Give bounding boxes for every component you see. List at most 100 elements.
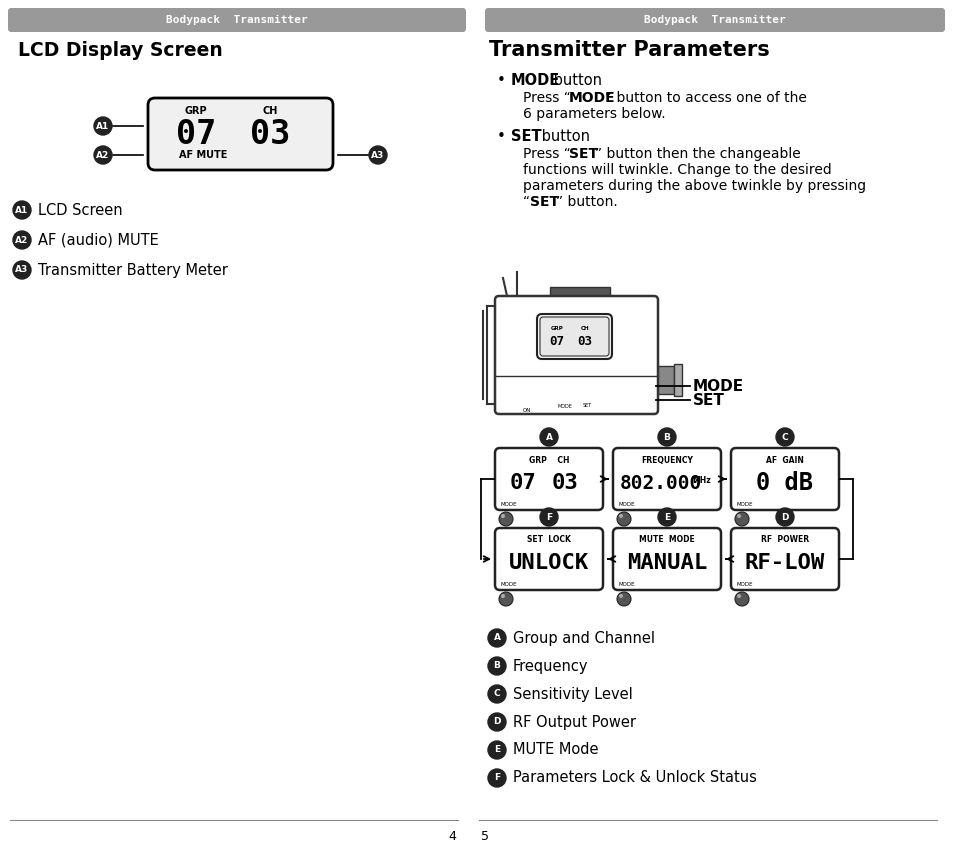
Circle shape — [498, 592, 513, 606]
Text: GRP    CH: GRP CH — [528, 456, 569, 464]
Text: AF (audio) MUTE: AF (audio) MUTE — [38, 233, 158, 248]
FancyBboxPatch shape — [495, 296, 658, 414]
Text: Press “: Press “ — [522, 147, 570, 161]
Text: LCD Screen: LCD Screen — [38, 203, 123, 217]
Text: A: A — [545, 432, 552, 441]
Text: D: D — [493, 717, 500, 727]
Bar — [673, 364, 681, 396]
Text: MODE: MODE — [511, 72, 559, 87]
Text: UNLOCK: UNLOCK — [508, 553, 589, 573]
Text: FREQUENCY: FREQUENCY — [640, 456, 692, 464]
Circle shape — [734, 592, 748, 606]
Text: A2: A2 — [15, 235, 29, 245]
Text: SET: SET — [692, 392, 724, 408]
Circle shape — [498, 512, 513, 526]
Text: B: B — [493, 661, 500, 671]
Text: LCD Display Screen: LCD Display Screen — [18, 41, 222, 59]
Bar — [495, 376, 658, 414]
Circle shape — [617, 592, 630, 606]
Text: parameters during the above twinkle by pressing: parameters during the above twinkle by p… — [522, 179, 865, 193]
Text: F: F — [545, 513, 552, 521]
Circle shape — [558, 387, 572, 401]
Bar — [305, 149, 314, 158]
Bar — [582, 499, 587, 506]
Circle shape — [488, 629, 505, 647]
Text: A1: A1 — [15, 205, 29, 215]
Text: 03: 03 — [250, 117, 290, 150]
Circle shape — [500, 594, 504, 598]
Text: MHz: MHz — [691, 475, 710, 485]
Bar — [706, 579, 711, 586]
Text: A2: A2 — [96, 150, 110, 160]
Text: 03: 03 — [551, 473, 578, 493]
Text: MODE: MODE — [737, 582, 753, 587]
FancyBboxPatch shape — [537, 314, 612, 359]
Text: MODE: MODE — [618, 582, 635, 587]
Text: Frequency: Frequency — [513, 659, 588, 673]
Text: MUTE Mode: MUTE Mode — [513, 743, 598, 757]
Text: button: button — [548, 72, 601, 87]
Text: E: E — [663, 513, 669, 521]
Text: C: C — [781, 432, 787, 441]
Text: D: D — [781, 513, 788, 521]
Text: RF-LOW: RF-LOW — [744, 553, 824, 573]
Text: SET: SET — [568, 147, 598, 161]
Circle shape — [775, 508, 793, 526]
Text: MODE: MODE — [692, 379, 743, 393]
Text: SET: SET — [511, 128, 541, 143]
FancyBboxPatch shape — [613, 448, 720, 510]
Circle shape — [734, 512, 748, 526]
Text: ” button to access one of the: ” button to access one of the — [604, 91, 806, 105]
Bar — [261, 149, 270, 158]
FancyBboxPatch shape — [484, 8, 944, 32]
Text: •: • — [497, 128, 505, 143]
Text: 07: 07 — [175, 117, 216, 150]
Text: MODE: MODE — [618, 502, 635, 507]
Bar — [824, 499, 829, 506]
Circle shape — [539, 508, 558, 526]
Text: CH: CH — [580, 325, 589, 330]
Bar — [816, 500, 834, 505]
Text: ” button.: ” button. — [556, 195, 618, 209]
Text: MANUAL: MANUAL — [626, 553, 706, 573]
Text: ” button then the changeable: ” button then the changeable — [595, 147, 800, 161]
Text: MODE: MODE — [500, 582, 517, 587]
Circle shape — [737, 594, 740, 598]
Circle shape — [13, 231, 30, 249]
Circle shape — [94, 146, 112, 164]
Circle shape — [737, 514, 740, 518]
Text: •: • — [497, 72, 505, 87]
Bar — [588, 579, 594, 586]
Text: SET  LOCK: SET LOCK — [526, 536, 570, 544]
Circle shape — [94, 117, 112, 135]
Text: A3: A3 — [371, 150, 384, 160]
Circle shape — [369, 146, 387, 164]
Circle shape — [13, 261, 30, 279]
Circle shape — [488, 657, 505, 675]
FancyBboxPatch shape — [495, 528, 602, 590]
Text: 5: 5 — [480, 829, 489, 842]
Circle shape — [516, 383, 537, 405]
Text: SET: SET — [581, 402, 591, 408]
Text: MODE: MODE — [737, 502, 753, 507]
Circle shape — [13, 201, 30, 219]
Text: button: button — [537, 128, 589, 143]
Text: 07: 07 — [509, 473, 536, 493]
Text: Bodypack  Transmitter: Bodypack Transmitter — [643, 15, 785, 25]
Text: Bodypack  Transmitter: Bodypack Transmitter — [166, 15, 308, 25]
Circle shape — [539, 428, 558, 446]
Text: 0 dB: 0 dB — [756, 471, 813, 495]
Text: GRP: GRP — [550, 325, 563, 330]
Bar — [577, 347, 590, 352]
Circle shape — [488, 713, 505, 731]
Bar — [706, 499, 711, 506]
Text: 03: 03 — [577, 335, 592, 347]
Bar — [580, 580, 598, 585]
Text: 07: 07 — [549, 335, 564, 347]
Text: GRP: GRP — [185, 106, 207, 116]
Text: 802.000: 802.000 — [619, 474, 701, 492]
Text: Sensitivity Level: Sensitivity Level — [513, 687, 632, 701]
Bar — [272, 150, 277, 157]
Text: Parameters Lock & Unlock Status: Parameters Lock & Unlock Status — [513, 771, 756, 785]
FancyBboxPatch shape — [148, 98, 333, 170]
